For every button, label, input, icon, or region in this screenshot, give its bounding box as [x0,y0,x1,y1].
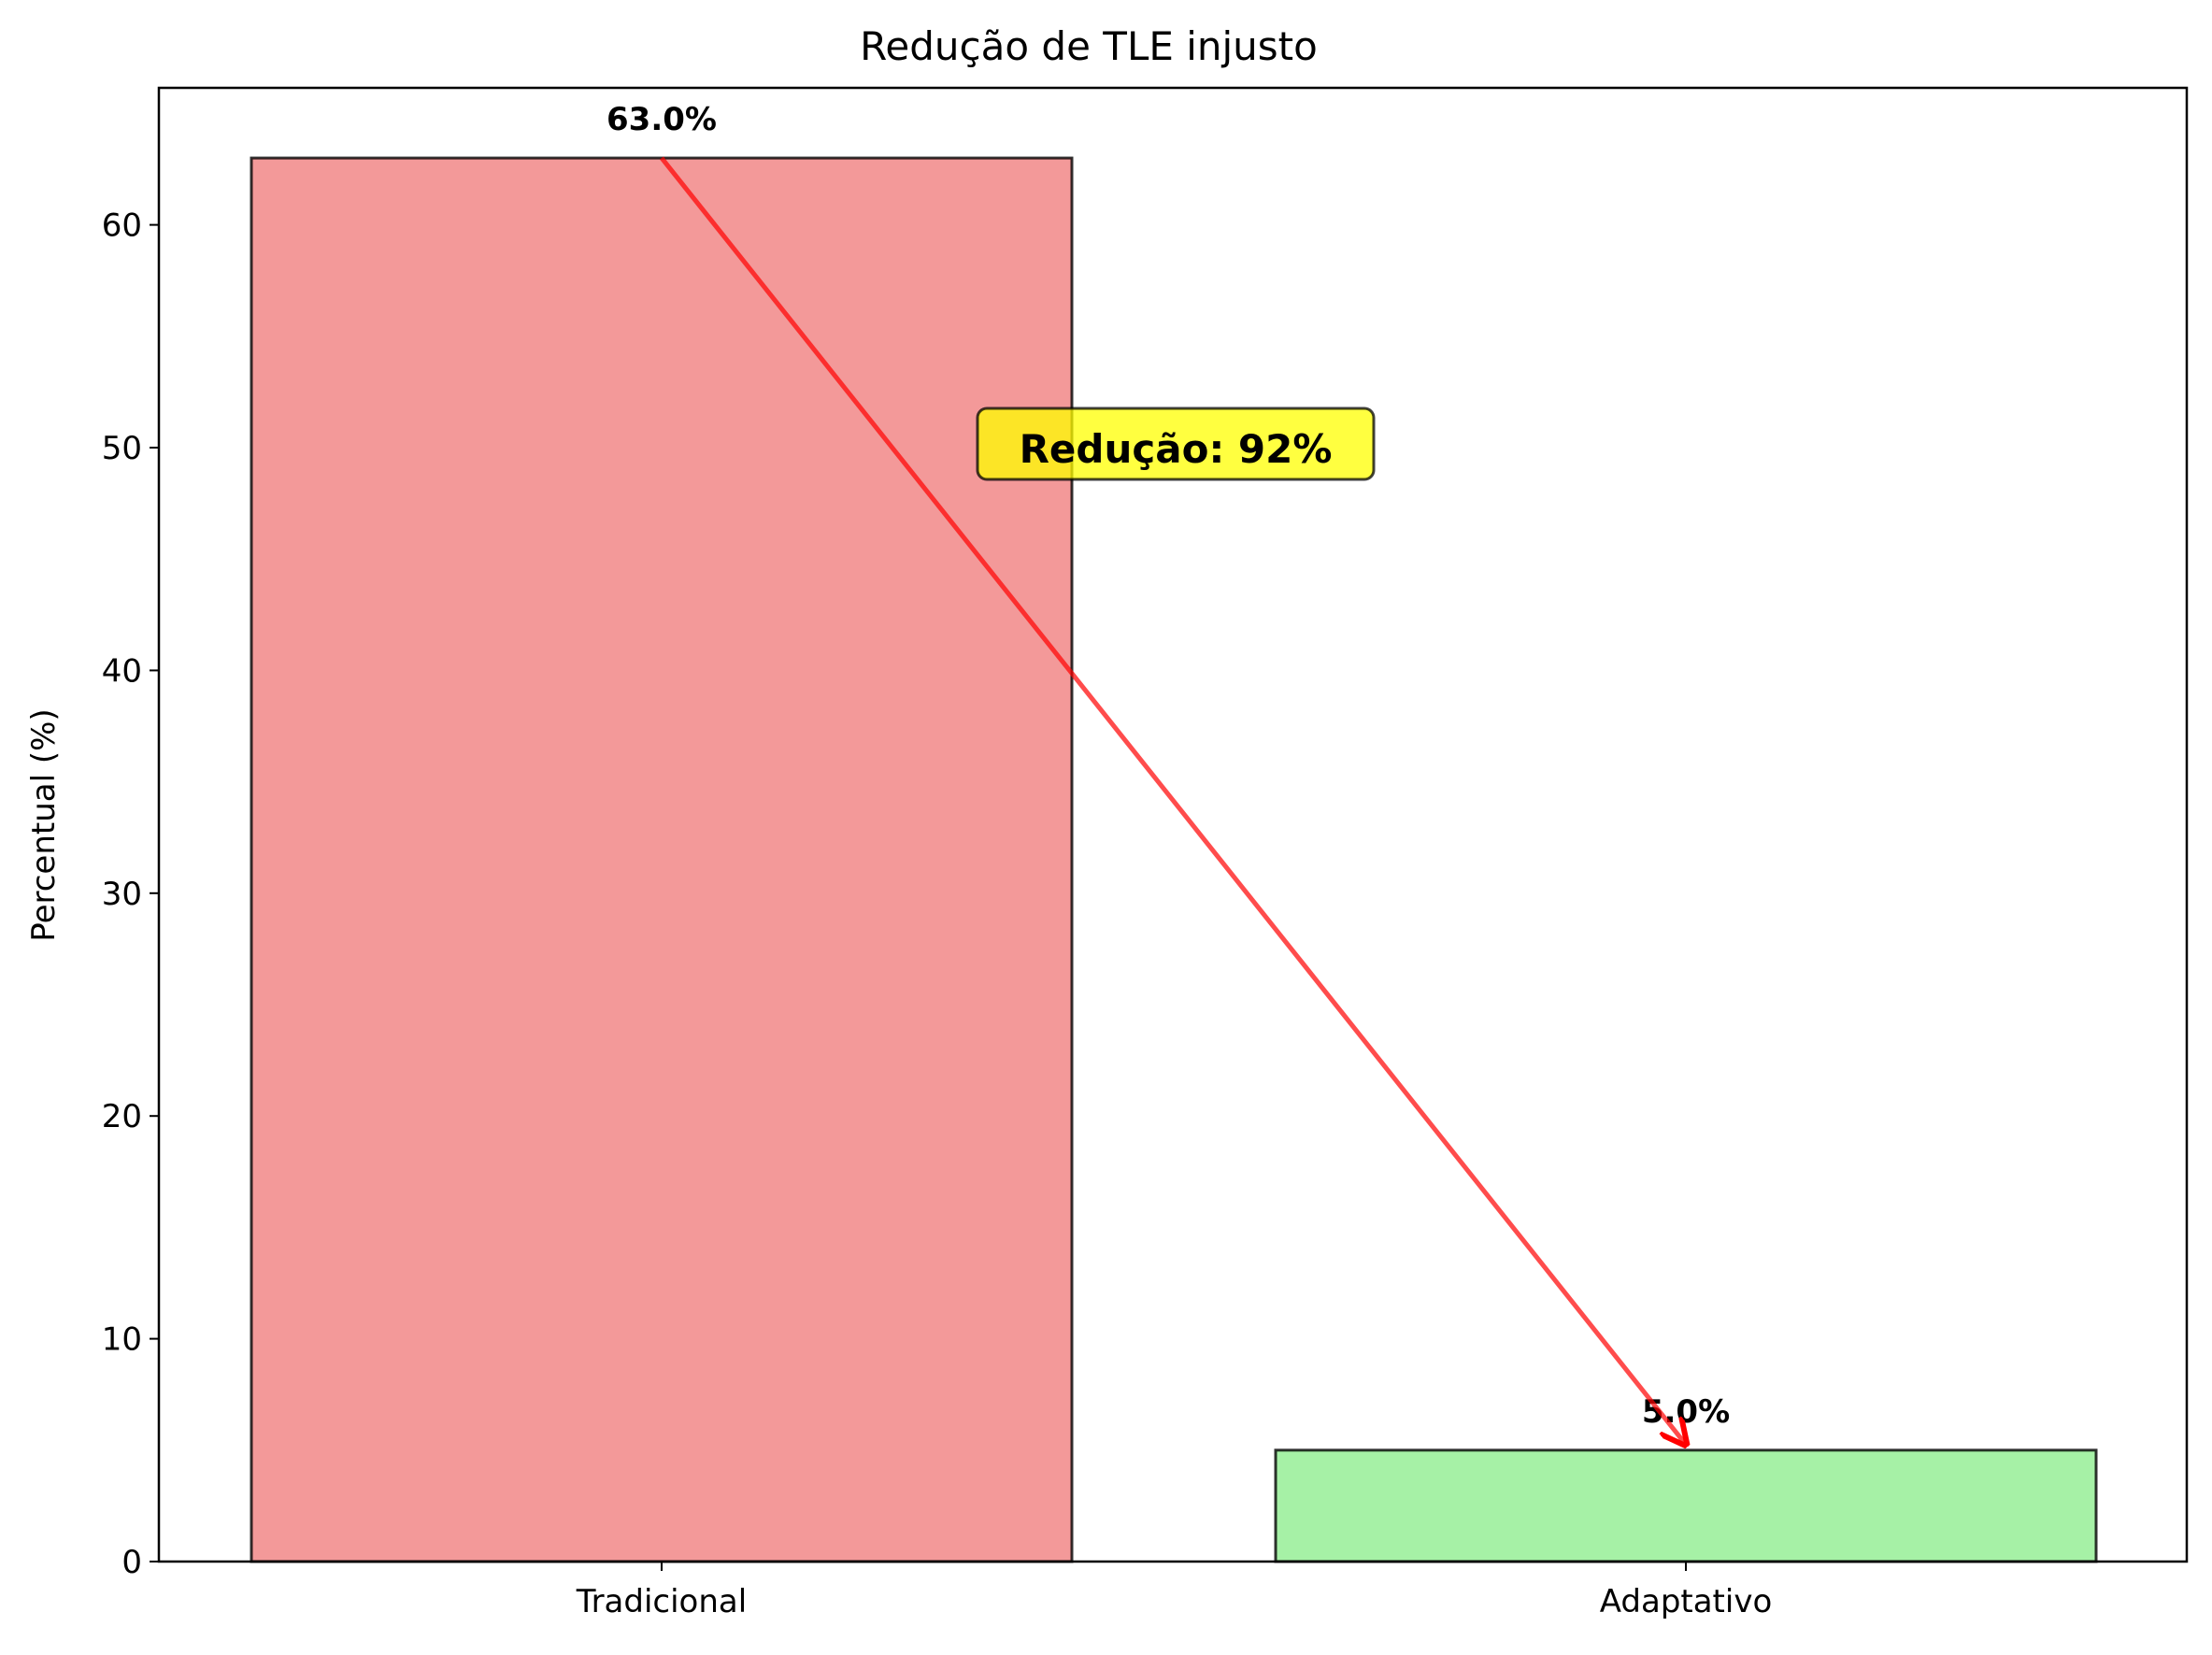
data-label: 5.0% [1642,1393,1730,1431]
x-tick-label: Tradicional [576,1583,747,1620]
y-tick-label: 0 [121,1544,142,1581]
plot-area: 0 10 20 30 40 50 60 Tradicional Adaptativo 63.0% 5… [102,101,2098,1620]
y-tick-label: 20 [102,1098,142,1135]
y-tick-label: 10 [102,1321,142,1359]
axes-frame [157,86,2189,1563]
y-tick-label: 60 [102,207,142,245]
bar-tradicional [250,156,1074,1563]
data-label: 63.0% [607,101,717,138]
annotation-label: Redução: 92% [1020,426,1333,472]
x-tick-label: Adaptativo [1600,1583,1773,1620]
reduction-arrow [660,156,1686,1445]
y-tick-label: 30 [102,876,142,913]
y-tick-label: 50 [102,430,142,467]
chart-title: Redução de TLE injusto [860,23,1318,69]
y-axis-label: Percentual (%) [25,708,63,941]
bar-adaptativo [1274,1448,2098,1563]
y-tick-label: 40 [102,652,142,690]
annotation-box [976,407,1376,481]
